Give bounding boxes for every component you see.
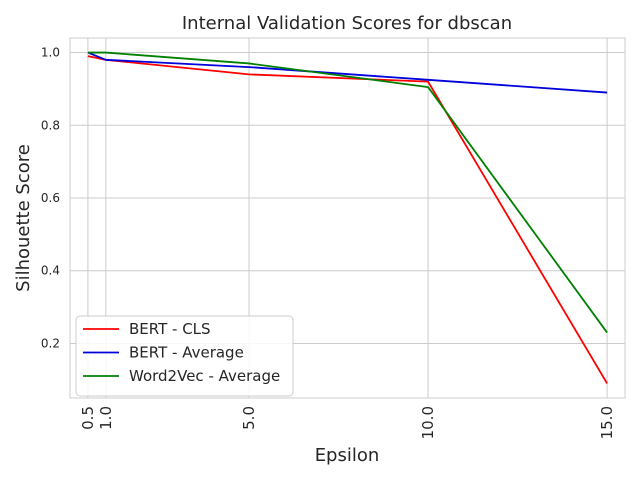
y-tick-label: 0.2	[41, 336, 60, 350]
x-tick-label: 1.0	[97, 406, 115, 430]
series-group	[87, 51, 608, 384]
legend-label: BERT - CLS	[129, 320, 211, 338]
series-line	[87, 55, 608, 384]
x-tick-label: 5.0	[240, 406, 258, 430]
x-tick-label: 15.0	[598, 406, 616, 439]
series-line	[87, 51, 608, 94]
legend: BERT - CLS BERT - Average Word2Vec - Avera…	[75, 315, 294, 397]
y-tick-label: 1.0	[41, 46, 60, 60]
x-tick-label: 0.5	[79, 406, 97, 430]
chart-title: Internal Validation Scores for dbscan	[182, 13, 512, 34]
y-tick-label: 0.4	[41, 264, 60, 278]
x-tick-labels: 0.5 1.0 5.0 10.0 15.0	[79, 406, 616, 439]
x-tick-label: 10.0	[419, 406, 437, 439]
x-axis-label: Epsilon	[315, 445, 380, 466]
legend-label: Word2Vec - Average	[129, 367, 280, 385]
series-line	[87, 51, 608, 334]
legend-label: BERT - Average	[129, 344, 244, 362]
y-tick-labels: 0.2 0.4 0.6 0.8 1.0	[41, 46, 60, 351]
y-tick-label: 0.6	[41, 191, 60, 205]
y-tick-label: 0.8	[41, 118, 60, 132]
y-axis-label: Silhouette Score	[13, 144, 34, 292]
legend-box	[75, 315, 294, 397]
